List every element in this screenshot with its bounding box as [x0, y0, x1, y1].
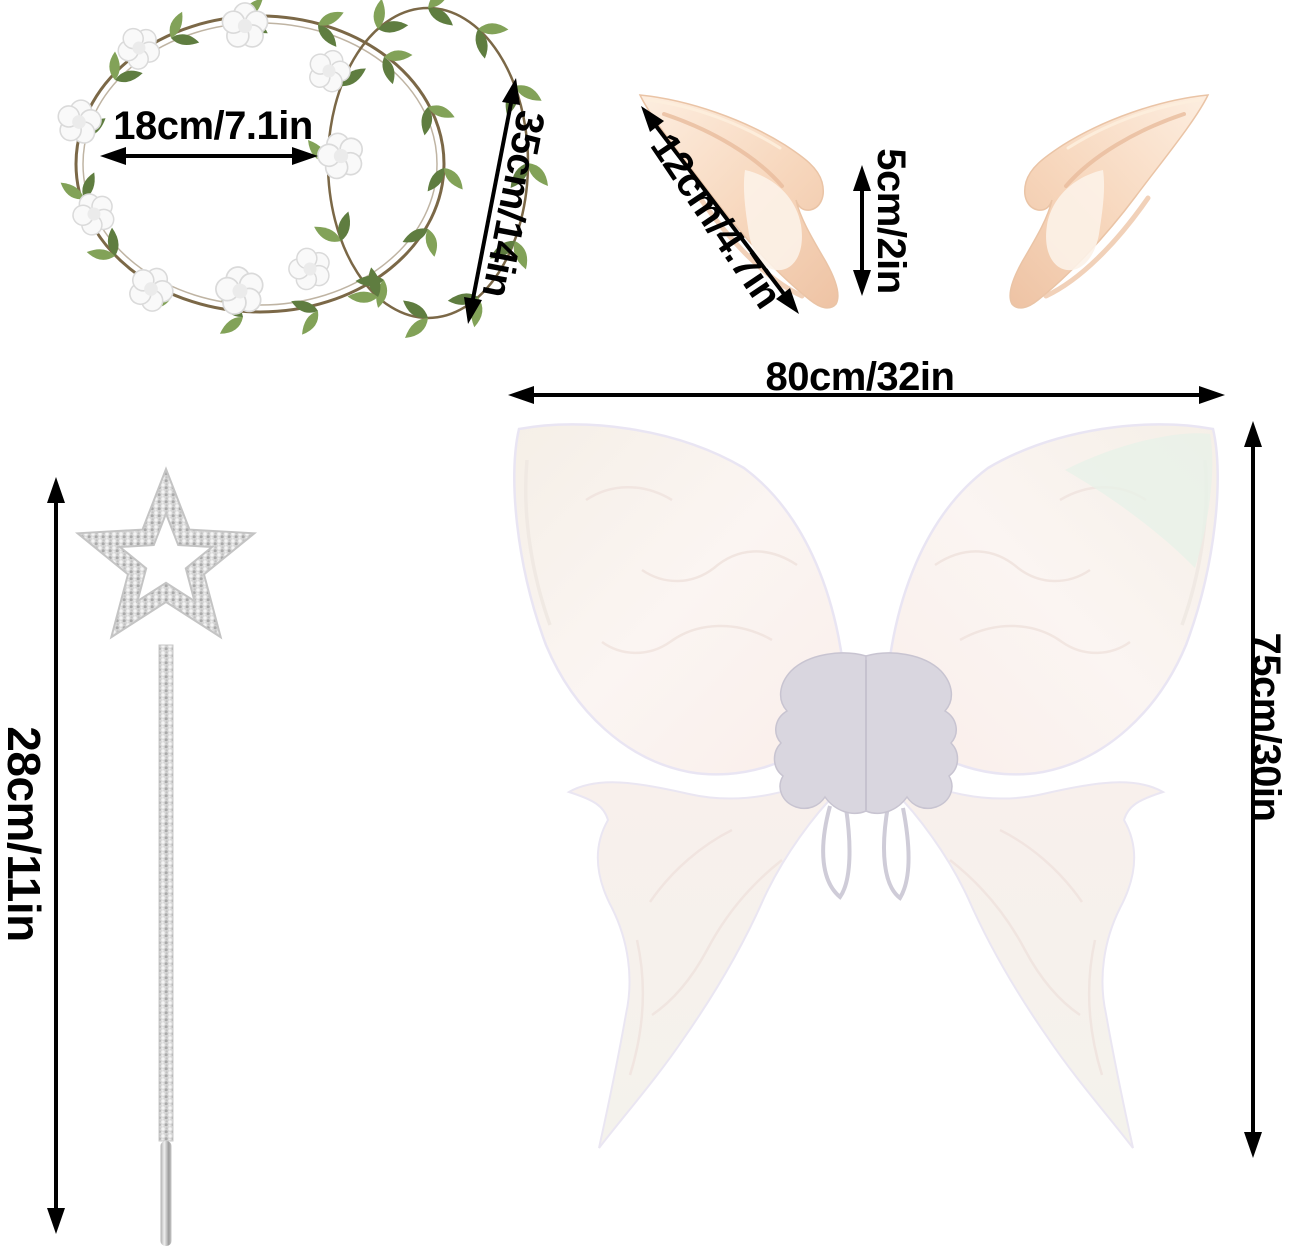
- wing-iridescent-highlight: [1065, 433, 1213, 568]
- wings-height-arrow: [1244, 421, 1262, 1158]
- ear-length-arrow: [641, 106, 799, 314]
- flower-crown-image: [53, 0, 553, 343]
- wing-strap: [882, 805, 911, 901]
- wand-length-label: 28cm/11in: [0, 726, 50, 942]
- ear-height-arrow: [853, 165, 871, 296]
- crown-diameter-label: 18cm/7.1in: [113, 104, 313, 148]
- ear-height-label: 5cm/2in: [869, 148, 913, 294]
- fairy-wings-image: [512, 422, 1220, 1150]
- wings-height-label: 75cm/30in: [1244, 632, 1288, 822]
- wand-tip: [160, 1141, 172, 1246]
- wing-body-right: [865, 652, 959, 815]
- wing-strap: [821, 805, 852, 900]
- crown-flowers: [53, 2, 370, 318]
- wand-length-arrow: [47, 477, 65, 1234]
- crown-diameter-arrow: [100, 147, 318, 165]
- star-wand-image: [74, 466, 258, 1246]
- wings-width-arrow: [508, 386, 1225, 404]
- wing-body-left: [773, 652, 867, 815]
- wand-shaft: [158, 644, 174, 1142]
- garland-length-arrow: [464, 78, 520, 324]
- wings-width-label: 80cm/32in: [765, 355, 955, 399]
- wand-star: [74, 466, 258, 640]
- right-ear: [1010, 95, 1208, 308]
